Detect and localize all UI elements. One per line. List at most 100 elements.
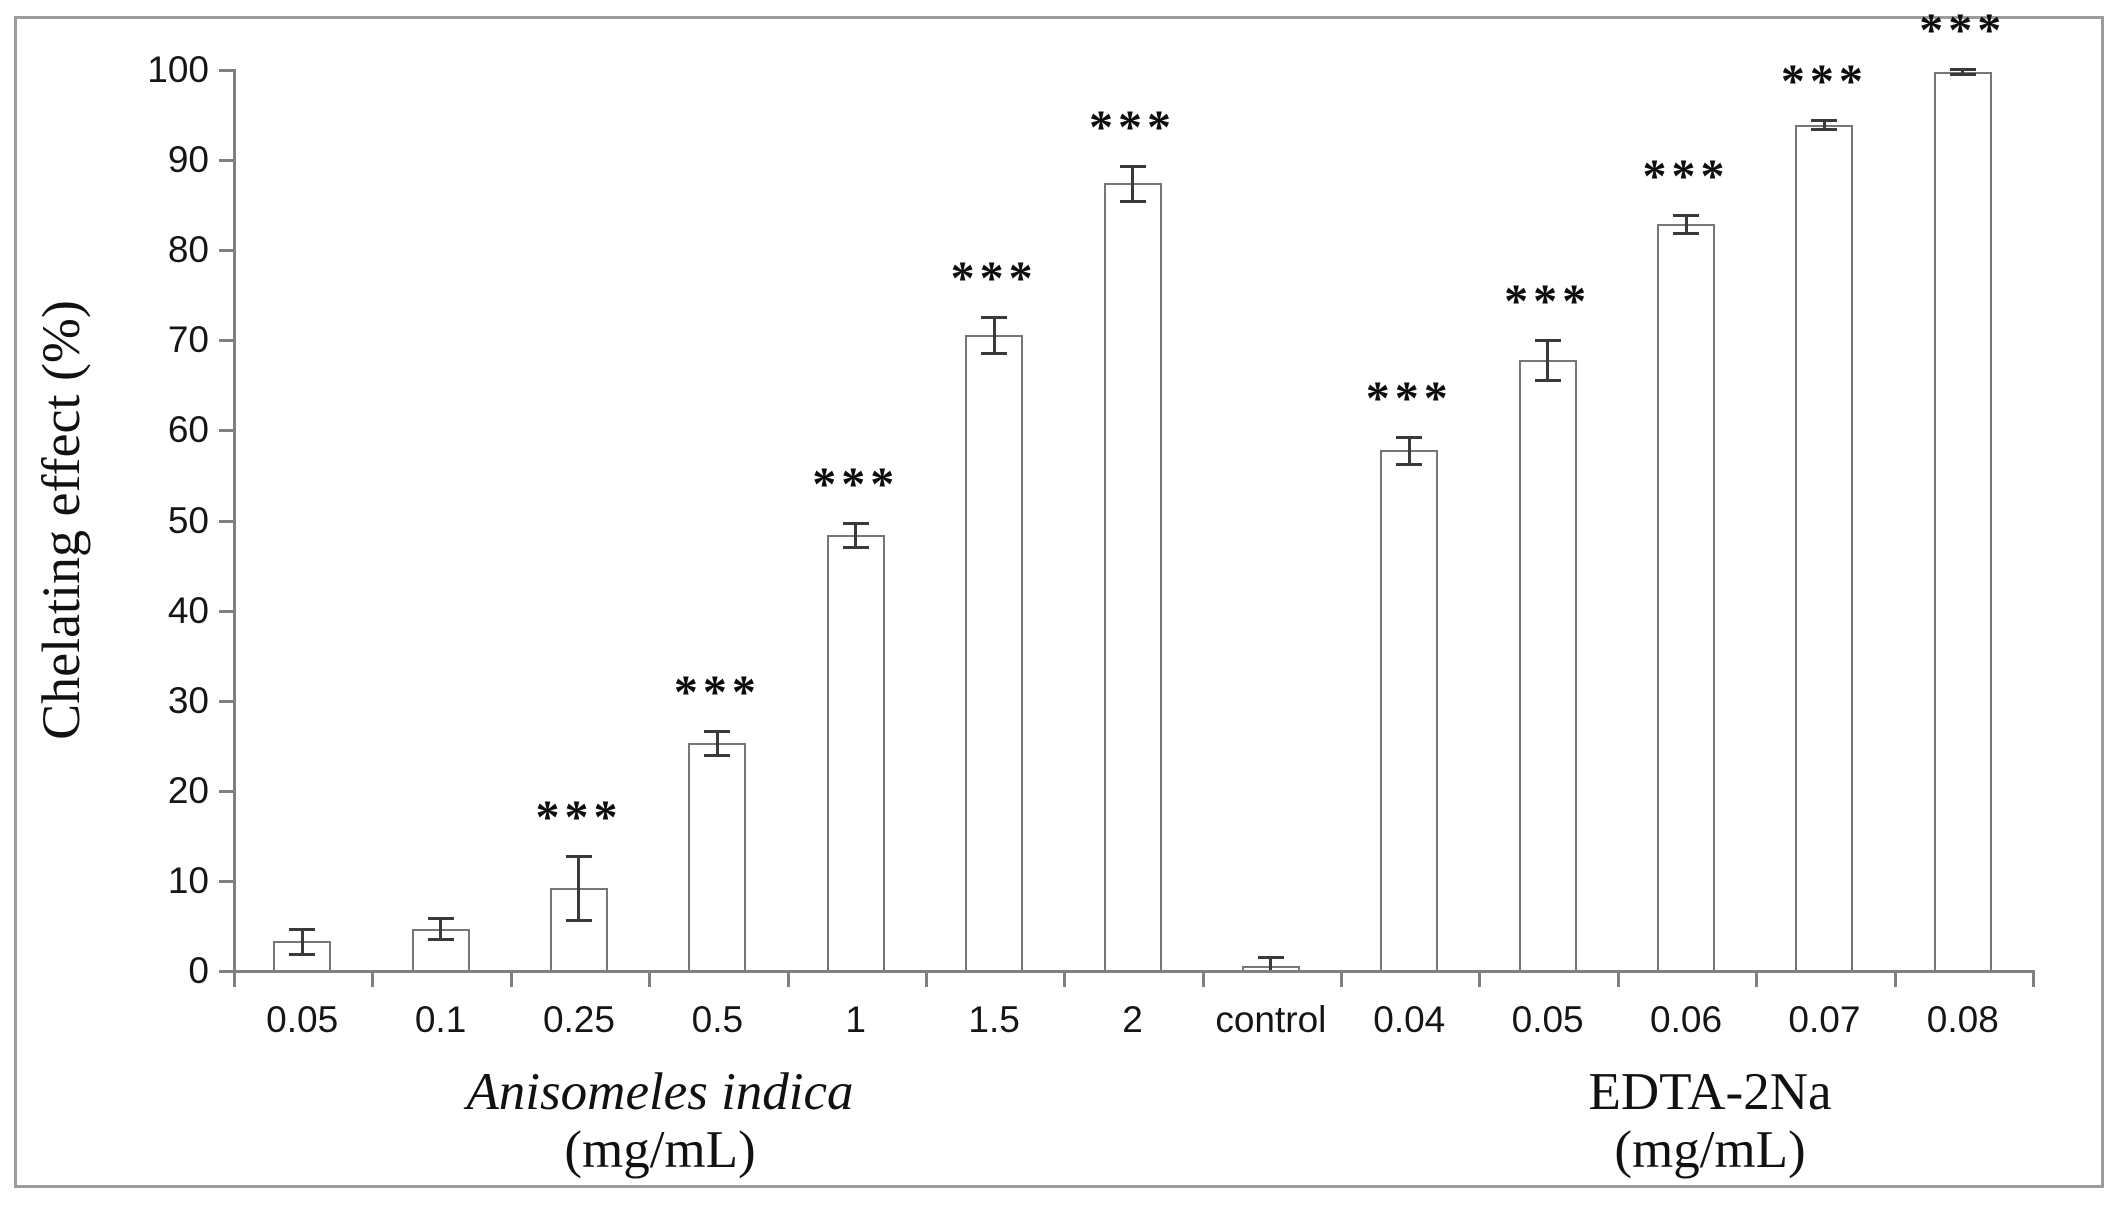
error-bar-cap-bottom bbox=[981, 351, 1008, 355]
x-tick-label: 0.04 bbox=[1373, 999, 1446, 1040]
bar bbox=[1657, 223, 1716, 970]
x-axis-tick bbox=[1201, 973, 1205, 987]
group-unit-edta-2na: (mg/mL) bbox=[1614, 1121, 1806, 1179]
group-label-edta-2na: EDTA-2Na bbox=[1588, 1063, 1832, 1121]
error-bar-cap-bottom bbox=[565, 919, 592, 923]
error-bar-cap-top bbox=[842, 522, 869, 526]
significance-marker: *** bbox=[1780, 55, 1868, 109]
significance-marker: *** bbox=[950, 251, 1038, 305]
error-bar-whisker bbox=[992, 316, 996, 353]
error-bar-cap-top bbox=[1534, 339, 1561, 343]
error-bar-cap-top bbox=[1673, 213, 1700, 217]
significance-marker: *** bbox=[1642, 149, 1730, 203]
x-axis-tick bbox=[233, 973, 236, 987]
y-tick-label: 90 bbox=[167, 139, 209, 181]
error-bar-cap-top bbox=[289, 927, 316, 931]
error-bar-cap-bottom bbox=[1534, 378, 1561, 382]
error-bar-whisker bbox=[1822, 120, 1826, 130]
y-axis-tick bbox=[219, 609, 233, 613]
x-axis-line bbox=[233, 970, 2035, 973]
bar bbox=[1380, 450, 1439, 970]
x-axis-tick bbox=[371, 973, 375, 987]
x-axis-tick bbox=[1616, 973, 1620, 987]
error-bar-whisker bbox=[1961, 69, 1965, 75]
y-axis-tick bbox=[219, 879, 233, 883]
x-axis-tick bbox=[2032, 973, 2035, 987]
error-bar-whisker bbox=[1407, 436, 1411, 464]
y-tick-label: 60 bbox=[167, 409, 209, 451]
error-bar-whisker bbox=[1269, 957, 1273, 970]
x-axis-tick bbox=[924, 973, 928, 987]
error-bar-whisker bbox=[715, 731, 719, 755]
error-bar-whisker bbox=[1131, 166, 1134, 201]
bar bbox=[1103, 183, 1162, 970]
error-bar-cap-top bbox=[704, 730, 731, 734]
y-axis-tick bbox=[219, 789, 233, 793]
x-tick-label: 0.5 bbox=[691, 999, 744, 1040]
y-axis-tick bbox=[219, 429, 233, 433]
y-axis-tick bbox=[219, 339, 233, 343]
error-bar-cap-bottom bbox=[1119, 199, 1146, 203]
x-tick-label: control bbox=[1215, 999, 1327, 1040]
significance-marker: *** bbox=[1919, 4, 2007, 57]
error-bar-cap-bottom bbox=[1949, 73, 1976, 77]
y-axis-tick bbox=[219, 699, 233, 703]
group-label-anisomeles-indica: Anisomeles indica bbox=[466, 1063, 854, 1121]
group-unit-anisomeles-indica: (mg/mL) bbox=[564, 1121, 756, 1179]
y-axis-line bbox=[233, 69, 236, 973]
y-axis-tick bbox=[219, 159, 233, 163]
significance-marker: *** bbox=[535, 790, 623, 844]
x-tick-label: 0.25 bbox=[542, 999, 615, 1040]
y-axis-title: Chelating effect (%) bbox=[31, 300, 91, 740]
y-tick-label: 80 bbox=[167, 229, 209, 271]
error-bar-whisker bbox=[439, 917, 443, 940]
error-bar-cap-bottom bbox=[289, 952, 316, 956]
y-tick-label: 100 bbox=[147, 49, 209, 90]
error-bar-cap-top bbox=[1257, 956, 1284, 960]
y-axis-tick bbox=[219, 249, 233, 253]
error-bar-cap-bottom bbox=[1673, 231, 1700, 235]
x-tick-label: 0.06 bbox=[1650, 999, 1723, 1040]
bar bbox=[826, 534, 885, 970]
significance-marker: *** bbox=[1365, 371, 1453, 425]
x-tick-label: 0.08 bbox=[1926, 999, 1999, 1040]
bar bbox=[1795, 124, 1854, 970]
x-tick-label: 1.5 bbox=[968, 999, 1020, 1040]
error-bar-cap-bottom bbox=[427, 938, 454, 942]
error-bar-whisker bbox=[1546, 340, 1550, 380]
y-tick-label: 10 bbox=[167, 859, 209, 901]
error-bar-cap-top bbox=[565, 854, 592, 858]
bar bbox=[688, 742, 747, 970]
significance-marker: *** bbox=[812, 458, 900, 512]
bar bbox=[1933, 71, 1992, 970]
error-bar-cap-top bbox=[1811, 119, 1838, 123]
y-axis-tick bbox=[219, 69, 233, 72]
error-bar-cap-top bbox=[427, 916, 454, 920]
x-tick-label: 1 bbox=[845, 999, 866, 1040]
x-axis-tick bbox=[786, 973, 790, 987]
x-axis-tick bbox=[1478, 973, 1482, 987]
error-bar-cap-top bbox=[1949, 68, 1976, 71]
y-tick-label: 40 bbox=[167, 589, 209, 631]
error-bar-whisker bbox=[1684, 214, 1688, 233]
x-axis-tick bbox=[648, 973, 652, 987]
error-bar-whisker bbox=[577, 855, 581, 921]
x-axis-tick bbox=[1340, 973, 1344, 987]
error-bar-cap-bottom bbox=[842, 545, 869, 549]
x-tick-label: 0.05 bbox=[266, 999, 339, 1040]
y-tick-label: 20 bbox=[167, 769, 209, 811]
significance-marker: *** bbox=[1504, 275, 1592, 329]
x-tick-label: 0.05 bbox=[1511, 999, 1584, 1040]
error-bar-whisker bbox=[300, 928, 304, 954]
bar bbox=[965, 334, 1024, 970]
x-axis-tick bbox=[509, 973, 513, 987]
figure-border bbox=[14, 16, 2104, 1188]
y-tick-label: 0 bbox=[188, 950, 209, 991]
error-bar-cap-bottom bbox=[1811, 128, 1838, 132]
error-bar-cap-bottom bbox=[1396, 462, 1423, 466]
significance-marker: *** bbox=[1089, 101, 1176, 155]
error-bar-whisker bbox=[854, 523, 858, 547]
x-tick-label: 0.1 bbox=[414, 999, 467, 1040]
significance-marker: *** bbox=[673, 666, 761, 720]
